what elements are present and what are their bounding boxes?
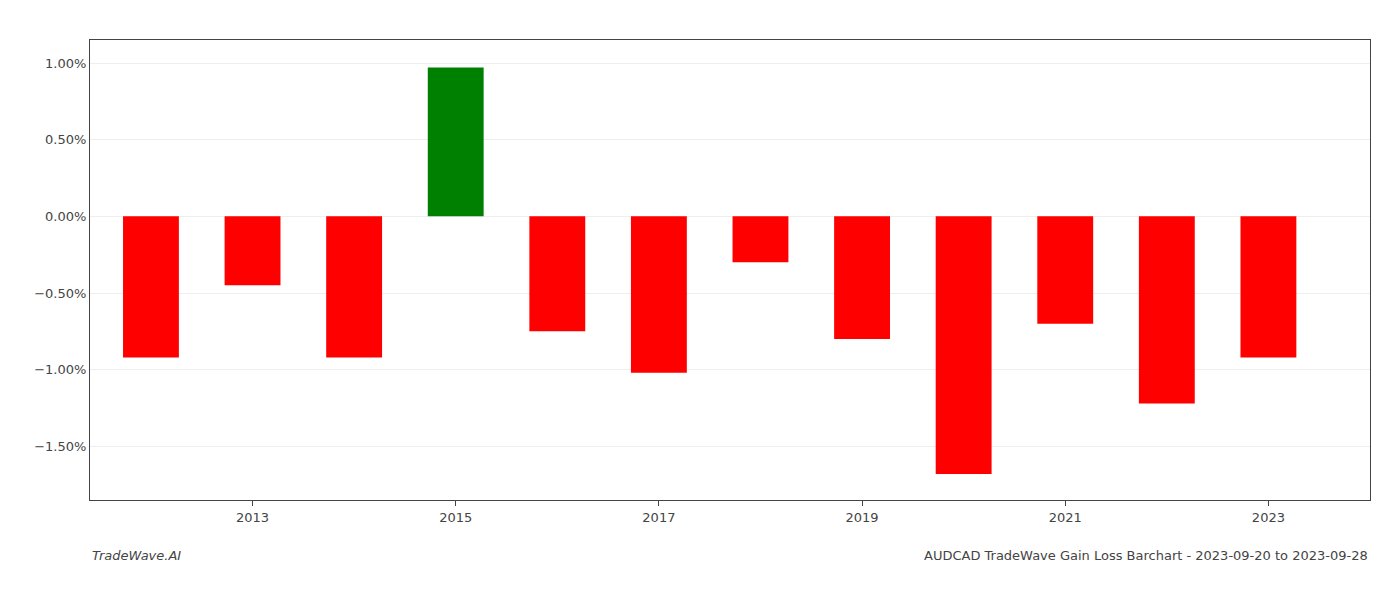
svg-text:2015: 2015 (439, 510, 472, 525)
svg-text:2019: 2019 (846, 510, 879, 525)
svg-text:2023: 2023 (1252, 510, 1285, 525)
svg-text:AUDCAD TradeWave Gain Loss Bar: AUDCAD TradeWave Gain Loss Barchart - 20… (924, 548, 1368, 563)
svg-text:2021: 2021 (1049, 510, 1082, 525)
svg-text:0.00%: 0.00% (45, 209, 86, 224)
svg-text:−0.50%: −0.50% (34, 286, 86, 301)
svg-text:−1.00%: −1.00% (34, 362, 86, 377)
svg-text:−1.50%: −1.50% (34, 439, 86, 454)
svg-text:TradeWave.AI: TradeWave.AI (92, 548, 181, 563)
svg-text:0.50%: 0.50% (45, 132, 86, 147)
svg-text:1.00%: 1.00% (45, 56, 86, 71)
svg-text:2017: 2017 (642, 510, 675, 525)
svg-text:2013: 2013 (236, 510, 269, 525)
